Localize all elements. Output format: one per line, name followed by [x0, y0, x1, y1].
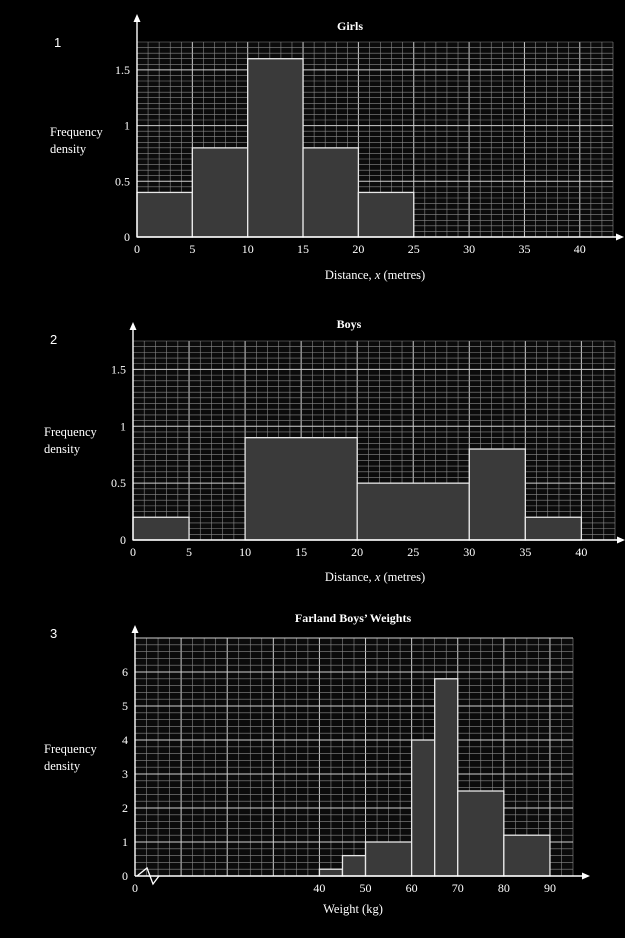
- histogram-bar: [247, 58, 304, 238]
- y-tick-label: 1: [120, 419, 126, 433]
- histogram-bar: [318, 868, 344, 877]
- histogram-bar: [191, 147, 249, 238]
- y-tick-label: 0: [122, 869, 128, 883]
- x-axis-arrow: [617, 536, 625, 544]
- y-axis-arrow: [131, 625, 139, 633]
- x-axis-label: Distance, x (metres): [325, 570, 425, 584]
- y-axis-label: Frequency: [44, 742, 98, 756]
- y-tick-label: 3: [122, 767, 128, 781]
- x-tick-label: 25: [407, 545, 419, 559]
- y-tick-label: 0.5: [111, 476, 126, 490]
- y-tick-label: 0: [124, 230, 130, 244]
- x-tick-label: 0: [130, 545, 136, 559]
- chart-boys: 2 0 5 10 15 20 25 30 35 40 0 0.5 1 1.5 Boys Distance, …: [0, 300, 625, 600]
- x-tick-label: 50: [360, 881, 372, 895]
- x-tick-label: 0: [134, 242, 140, 256]
- chart-farland-weights: 3 0 40 50 60 70 80 90 0 1 2 3 4 5 6 Farland Boys’ Weig…: [0, 600, 625, 938]
- y-tick-label: 2: [122, 801, 128, 815]
- y-tick-label: 1.5: [115, 63, 130, 77]
- x-tick-label: 80: [498, 881, 510, 895]
- x-tick-label: 10: [242, 242, 254, 256]
- y-tick-label: 4: [122, 733, 128, 747]
- y-tick-label: 0.5: [115, 174, 130, 188]
- y-axis-label: Frequency: [50, 125, 104, 139]
- x-tick-label: 60: [406, 881, 418, 895]
- x-tick-label: 10: [239, 545, 251, 559]
- y-tick-label: 1.5: [111, 362, 126, 376]
- y-axis-label: density: [44, 442, 81, 456]
- y-axis-arrow: [133, 14, 141, 22]
- histogram-bar: [410, 739, 436, 877]
- x-tick-label: 25: [408, 242, 420, 256]
- y-axis-label: density: [44, 759, 81, 773]
- x-tick-label: 20: [352, 242, 364, 256]
- axis-break-mark: [136, 866, 160, 886]
- x-tick-label: 30: [463, 545, 475, 559]
- histogram-bar: [524, 516, 583, 541]
- histogram-bar: [302, 147, 360, 238]
- boys-histogram: 0 5 10 15 20 25 30 35 40 0 0.5 1 1.5 Boys Distance, x …: [44, 317, 625, 584]
- histogram-bar: [356, 482, 470, 541]
- x-axis-label: Weight (kg): [323, 902, 383, 916]
- x-tick-label: 15: [295, 545, 307, 559]
- x-tick-label: 15: [297, 242, 309, 256]
- histogram-bar: [341, 854, 367, 877]
- histogram-bar: [468, 448, 526, 541]
- chart-title: Girls: [337, 19, 363, 33]
- x-tick-label: 30: [463, 242, 475, 256]
- y-axis-label: Frequency: [44, 425, 98, 439]
- chart-title: Farland Boys’ Weights: [295, 611, 412, 625]
- x-tick-label: 0: [132, 881, 138, 895]
- x-tick-label: 5: [189, 242, 195, 256]
- x-tick-label: 90: [544, 881, 556, 895]
- y-tick-label: 6: [122, 665, 128, 679]
- chart-girls: 1 0 5 10 15 20 25 30 35 40 0 0.5 1 1.5 Girls Distance,…: [0, 0, 625, 300]
- x-tick-label: 5: [186, 545, 192, 559]
- x-tick-label: 20: [351, 545, 363, 559]
- x-tick-label: 35: [518, 242, 530, 256]
- girls-histogram: 0 5 10 15 20 25 30 35 40 0 0.5 1 1.5 Girls Distance, x…: [50, 14, 624, 282]
- histogram-bar: [434, 678, 459, 877]
- question-number: 3: [50, 626, 58, 641]
- x-axis-arrow: [582, 872, 590, 880]
- histogram-bar: [136, 191, 193, 238]
- x-tick-label: 70: [452, 881, 464, 895]
- x-tick-label: 40: [575, 545, 587, 559]
- chart-title: Boys: [337, 317, 362, 331]
- y-tick-label: 5: [122, 699, 128, 713]
- histogram-bar: [457, 790, 505, 877]
- x-tick-label: 40: [313, 881, 325, 895]
- y-tick-label: 1: [124, 119, 130, 133]
- y-axis-arrow: [129, 322, 137, 330]
- y-axis-label: density: [50, 142, 87, 156]
- question-number: 2: [50, 332, 58, 347]
- question-number: 1: [54, 35, 62, 50]
- weights-histogram: 0 40 50 60 70 80 90 0 1 2 3 4 5 6 Farland Boys’ Weight…: [44, 611, 590, 916]
- y-tick-label: 1: [122, 835, 128, 849]
- x-tick-label: 40: [574, 242, 586, 256]
- histogram-bar: [364, 841, 413, 877]
- histogram-bar: [244, 437, 358, 541]
- y-tick-label: 0: [120, 533, 126, 547]
- histogram-bar: [132, 516, 190, 541]
- x-axis-arrow: [616, 233, 624, 241]
- histogram-bar: [503, 834, 551, 877]
- x-tick-label: 35: [519, 545, 531, 559]
- histogram-bar: [357, 191, 415, 238]
- x-axis-label: Distance, x (metres): [325, 268, 425, 282]
